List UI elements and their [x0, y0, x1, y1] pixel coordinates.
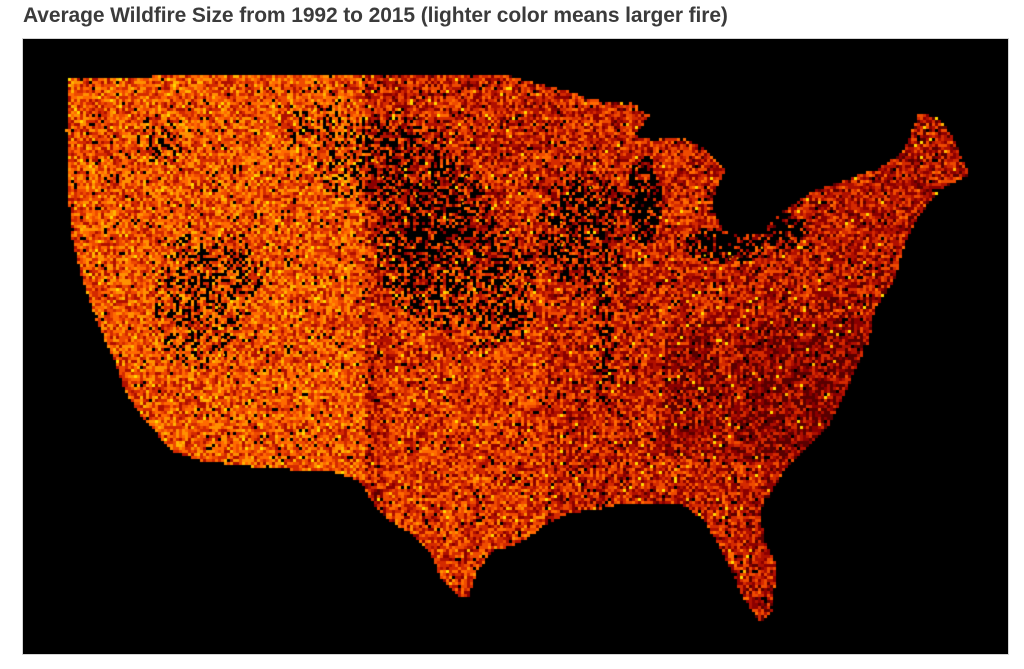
map-frame[interactable] — [22, 38, 1009, 655]
wildfire-density-map[interactable] — [23, 39, 1008, 654]
page-title: Average Wildfire Size from 1992 to 2015 … — [23, 4, 728, 27]
